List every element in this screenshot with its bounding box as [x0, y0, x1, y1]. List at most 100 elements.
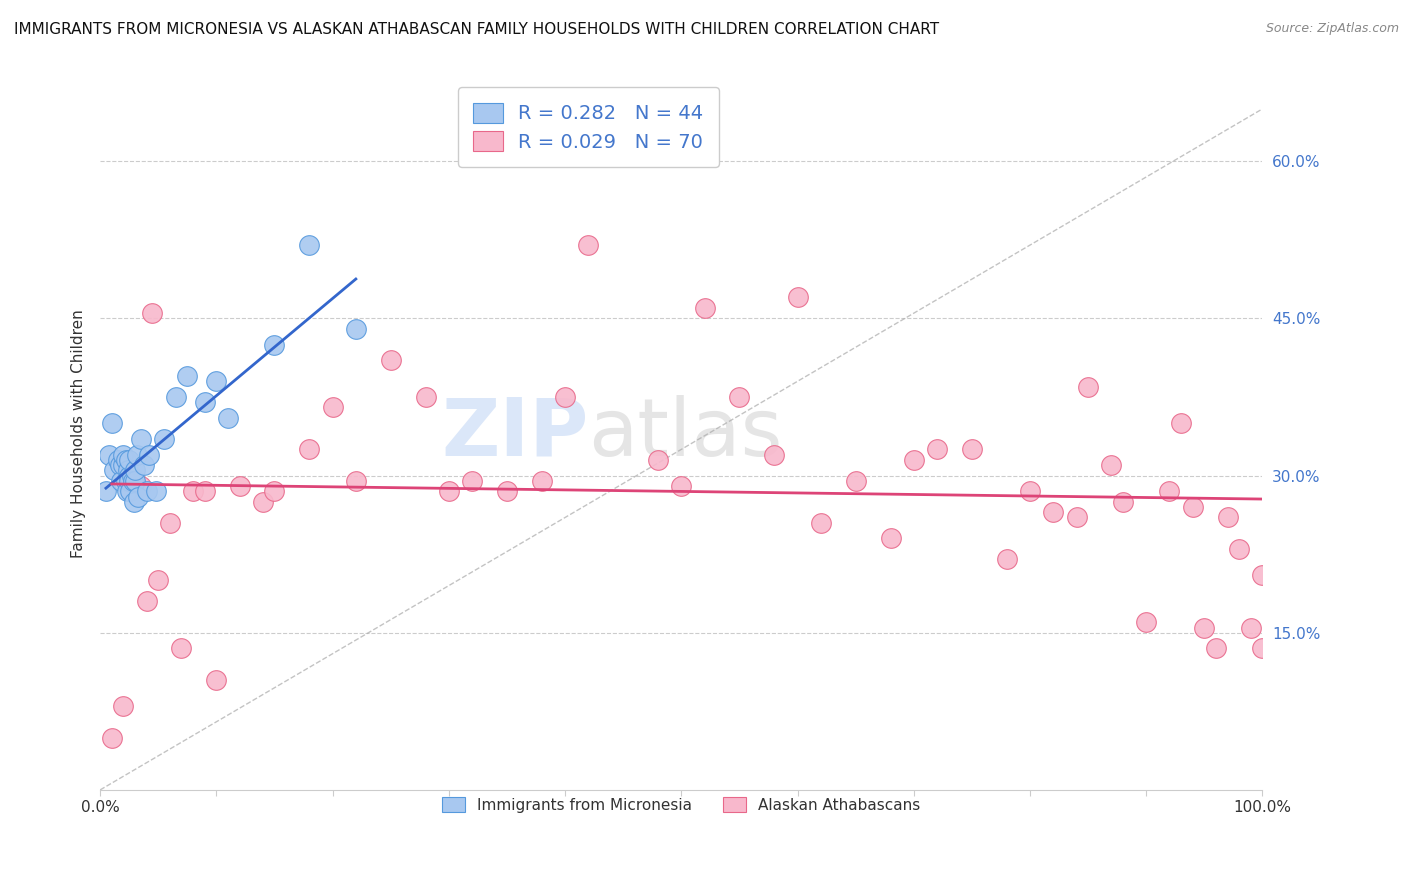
Point: [298, 442, 321, 457]
Point: [217, 411, 239, 425]
Point: [118, 468, 141, 483]
Point: [103, 463, 125, 477]
Text: atlas: atlas: [588, 394, 783, 473]
Point: [298, 238, 321, 252]
Point: [194, 395, 217, 409]
Point: [380, 353, 402, 368]
Point: [728, 390, 751, 404]
Text: Source: ZipAtlas.com: Source: ZipAtlas.com: [1265, 22, 1399, 36]
Point: [845, 474, 868, 488]
Point: [228, 479, 250, 493]
Point: [121, 468, 143, 483]
Point: [121, 474, 143, 488]
Point: [496, 484, 519, 499]
Point: [1227, 541, 1250, 556]
Point: [129, 479, 152, 493]
Point: [1066, 510, 1088, 524]
Point: [108, 458, 131, 472]
Point: [576, 238, 599, 252]
Point: [115, 484, 138, 499]
Point: [322, 401, 344, 415]
Text: ZIP: ZIP: [441, 394, 588, 473]
Point: [181, 484, 204, 499]
Point: [114, 474, 136, 488]
Point: [1181, 500, 1204, 514]
Point: [925, 442, 948, 457]
Point: [554, 390, 576, 404]
Point: [1019, 484, 1042, 499]
Point: [118, 474, 141, 488]
Point: [107, 453, 129, 467]
Point: [1205, 641, 1227, 656]
Point: [1099, 458, 1122, 472]
Point: [461, 474, 484, 488]
Point: [205, 673, 228, 687]
Y-axis label: Family Households with Children: Family Households with Children: [72, 310, 86, 558]
Point: [671, 479, 693, 493]
Point: [263, 484, 285, 499]
Point: [135, 594, 157, 608]
Point: [612, 138, 634, 153]
Point: [134, 458, 156, 472]
Point: [1251, 568, 1274, 582]
Point: [112, 448, 135, 462]
Point: [763, 448, 786, 462]
Point: [94, 484, 117, 499]
Point: [153, 432, 176, 446]
Point: [903, 453, 925, 467]
Point: [263, 337, 285, 351]
Point: [138, 448, 160, 462]
Point: [135, 484, 157, 499]
Point: [124, 474, 146, 488]
Point: [437, 484, 460, 499]
Point: [879, 532, 901, 546]
Point: [1216, 510, 1239, 524]
Point: [960, 442, 983, 457]
Point: [170, 641, 193, 656]
Point: [124, 463, 146, 477]
Point: [112, 699, 135, 714]
Point: [114, 453, 136, 467]
Point: [145, 484, 167, 499]
Point: [1240, 620, 1263, 634]
Point: [148, 574, 170, 588]
Point: [100, 416, 122, 430]
Point: [141, 306, 163, 320]
Point: [693, 301, 716, 315]
Point: [344, 474, 367, 488]
Point: [129, 432, 152, 446]
Point: [124, 474, 146, 488]
Point: [122, 495, 145, 509]
Point: [118, 453, 141, 467]
Point: [127, 448, 149, 462]
Point: [530, 474, 553, 488]
Point: [1112, 495, 1135, 509]
Point: [647, 453, 669, 467]
Point: [120, 484, 142, 499]
Point: [995, 552, 1018, 566]
Point: [1159, 484, 1181, 499]
Point: [1077, 379, 1099, 393]
Point: [810, 516, 832, 530]
Point: [1194, 620, 1216, 634]
Legend: Immigrants from Micronesia, Alaskan Athabascans: Immigrants from Micronesia, Alaskan Atha…: [430, 785, 932, 825]
Point: [176, 369, 198, 384]
Point: [194, 484, 217, 499]
Point: [415, 390, 437, 404]
Point: [100, 731, 122, 745]
Point: [165, 390, 187, 404]
Point: [112, 458, 135, 472]
Point: [110, 474, 132, 488]
Point: [98, 448, 121, 462]
Point: [1170, 416, 1192, 430]
Point: [118, 468, 141, 483]
Text: IMMIGRANTS FROM MICRONESIA VS ALASKAN ATHABASCAN FAMILY HOUSEHOLDS WITH CHILDREN: IMMIGRANTS FROM MICRONESIA VS ALASKAN AT…: [14, 22, 939, 37]
Point: [205, 374, 228, 388]
Point: [1042, 505, 1064, 519]
Point: [786, 290, 808, 304]
Point: [127, 490, 149, 504]
Point: [344, 322, 367, 336]
Point: [117, 463, 139, 477]
Point: [159, 516, 181, 530]
Point: [1251, 641, 1274, 656]
